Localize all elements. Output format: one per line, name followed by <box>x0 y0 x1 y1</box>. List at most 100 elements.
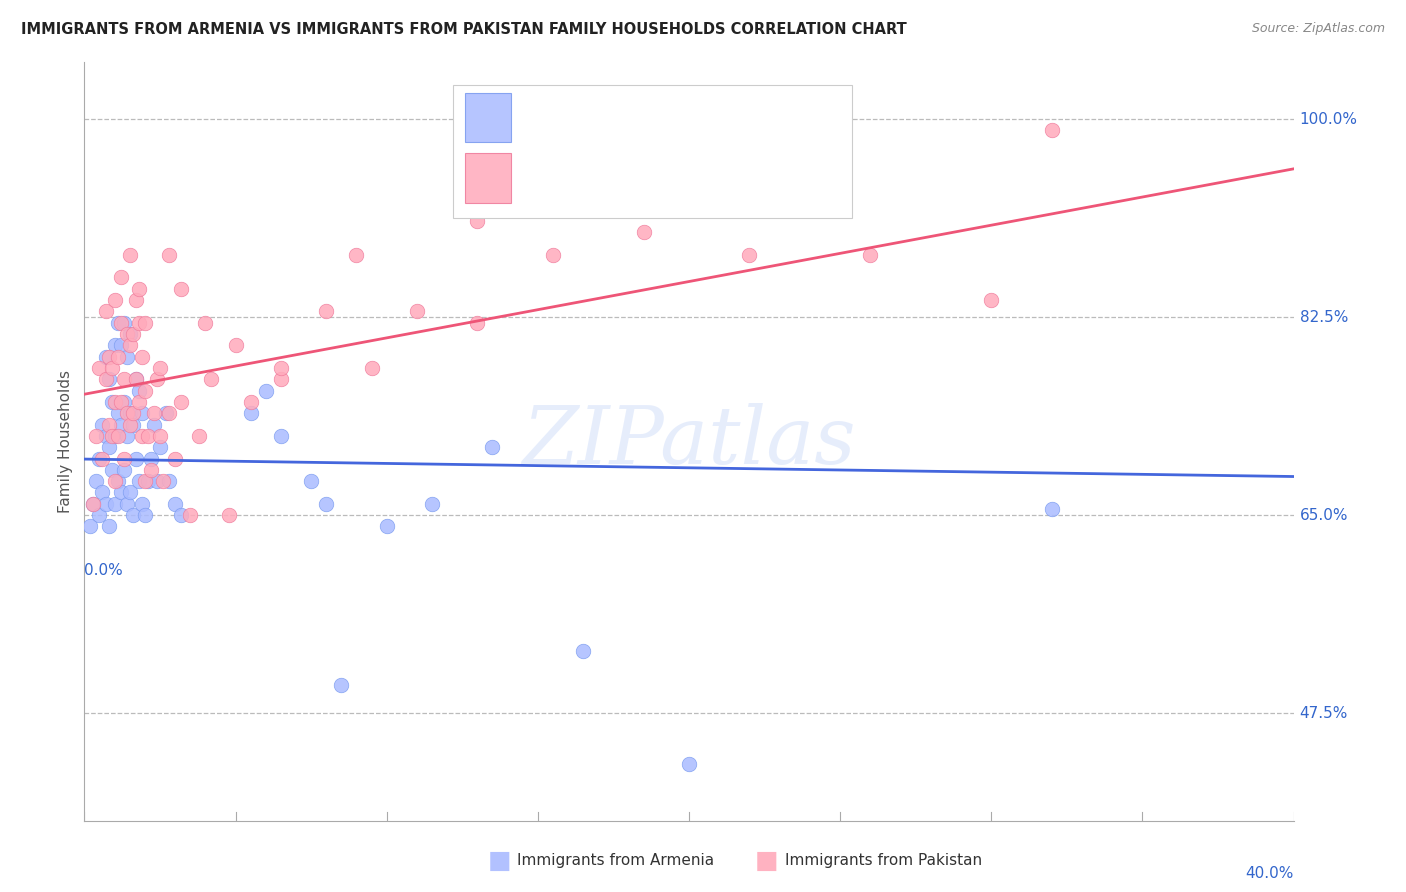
Text: 0.0%: 0.0% <box>84 563 124 578</box>
Text: ZIPatlas: ZIPatlas <box>522 403 856 480</box>
Point <box>91 485 114 500</box>
Point <box>79 519 101 533</box>
Point <box>97 372 120 386</box>
Point <box>149 440 172 454</box>
Text: ■: ■ <box>488 849 510 872</box>
Point <box>86 474 108 488</box>
Point <box>100 463 122 477</box>
Point <box>678 757 700 772</box>
Point <box>859 248 882 262</box>
Point <box>165 451 187 466</box>
Point <box>125 372 148 386</box>
Point <box>200 372 222 386</box>
Point <box>104 474 127 488</box>
Point <box>152 474 174 488</box>
Point <box>128 474 150 488</box>
Point <box>97 519 120 533</box>
Point <box>165 497 187 511</box>
Point <box>315 497 337 511</box>
Point <box>541 248 564 262</box>
Point <box>104 293 127 307</box>
Point <box>110 270 132 285</box>
Point <box>239 406 262 420</box>
Point <box>89 508 111 522</box>
Point <box>633 225 655 239</box>
Point <box>94 304 117 318</box>
Point <box>179 508 201 522</box>
Point <box>134 508 156 522</box>
Point <box>346 248 368 262</box>
Point <box>112 451 135 466</box>
Point <box>128 384 150 398</box>
Point <box>270 429 292 443</box>
Point <box>467 214 489 228</box>
Point <box>118 248 141 262</box>
Text: Immigrants from Pakistan: Immigrants from Pakistan <box>785 854 981 868</box>
Point <box>420 497 443 511</box>
Point <box>239 395 262 409</box>
Point <box>315 304 337 318</box>
Point <box>157 248 180 262</box>
Point <box>115 326 138 341</box>
Text: 40.0%: 40.0% <box>1246 866 1294 881</box>
Point <box>115 350 138 364</box>
Point <box>110 485 132 500</box>
Point <box>131 429 153 443</box>
Point <box>121 326 143 341</box>
Point <box>104 429 127 443</box>
Text: 65.0%: 65.0% <box>1299 508 1348 523</box>
Point <box>100 429 122 443</box>
Point <box>104 497 127 511</box>
Point <box>107 474 129 488</box>
Point <box>110 316 132 330</box>
Point <box>107 429 129 443</box>
Point <box>104 338 127 352</box>
Text: 47.5%: 47.5% <box>1299 706 1348 721</box>
Point <box>128 282 150 296</box>
Point <box>97 350 120 364</box>
Point <box>104 395 127 409</box>
Point <box>149 429 172 443</box>
Point <box>299 474 322 488</box>
Text: Immigrants from Armenia: Immigrants from Armenia <box>517 854 714 868</box>
Point <box>128 395 150 409</box>
Text: R =  0.490   N = 72: R = 0.490 N = 72 <box>523 167 714 186</box>
Point <box>107 406 129 420</box>
Point <box>157 474 180 488</box>
Point <box>89 451 111 466</box>
Point <box>149 361 172 376</box>
Text: IMMIGRANTS FROM ARMENIA VS IMMIGRANTS FROM PAKISTAN FAMILY HOUSEHOLDS CORRELATIO: IMMIGRANTS FROM ARMENIA VS IMMIGRANTS FR… <box>21 22 907 37</box>
Text: 82.5%: 82.5% <box>1299 310 1348 325</box>
Point <box>146 372 169 386</box>
Point <box>100 361 122 376</box>
Point <box>118 417 141 432</box>
Text: Source: ZipAtlas.com: Source: ZipAtlas.com <box>1251 22 1385 36</box>
Point <box>738 248 761 262</box>
Point <box>375 519 398 533</box>
Point <box>89 361 111 376</box>
Point <box>94 372 117 386</box>
Point <box>270 372 292 386</box>
Text: R = -0.030   N = 63: R = -0.030 N = 63 <box>523 106 716 125</box>
Point <box>82 497 104 511</box>
Point <box>330 678 353 692</box>
Point <box>107 350 129 364</box>
Point <box>218 508 240 522</box>
Point <box>131 406 153 420</box>
Point <box>118 485 141 500</box>
Point <box>121 417 143 432</box>
Point <box>112 372 135 386</box>
Point <box>91 417 114 432</box>
Point <box>142 406 165 420</box>
Point <box>467 316 489 330</box>
Point <box>125 372 148 386</box>
Point <box>121 406 143 420</box>
Point <box>170 282 193 296</box>
Point <box>146 474 169 488</box>
Point <box>115 497 138 511</box>
Point <box>110 338 132 352</box>
Point <box>97 440 120 454</box>
Point <box>94 429 117 443</box>
Point <box>131 350 153 364</box>
Point <box>188 429 211 443</box>
